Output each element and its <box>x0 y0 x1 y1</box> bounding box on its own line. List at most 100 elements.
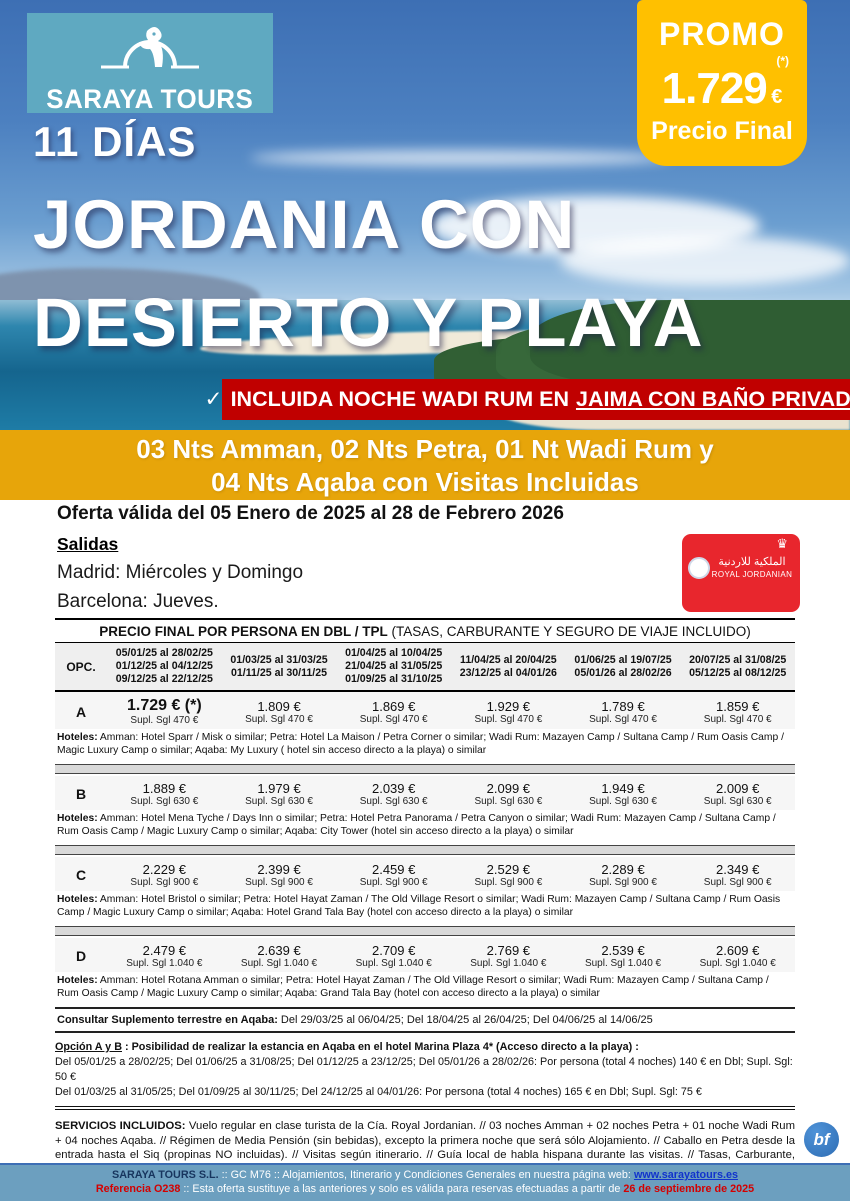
price-value: 2.709 € <box>371 943 416 958</box>
date-column-4: 11/04/25 al 20/04/25 23/12/25 al 04/01/2… <box>459 653 557 679</box>
option-a-hotels: Hoteles: Amman: Hotel Sparr / Misk o sim… <box>57 732 784 756</box>
check-icon: ✓ <box>204 387 223 411</box>
price-value: 2.769 € <box>486 943 531 958</box>
option-letter: C <box>75 867 87 883</box>
price-value: 1.949 € <box>601 781 645 796</box>
footer-line1: SARAYA TOURS S.L. :: GC M76 :: Alojamien… <box>112 1169 738 1181</box>
price-value: 1.729 € (*) <box>126 697 202 714</box>
promo-final-label: Precio Final <box>651 117 793 145</box>
wadi-rum-ribbon: ✓ INCLUIDA NOCHE WADI RUM EN JAIMA CON B… <box>205 379 850 420</box>
saraya-tours-logo: SARAYA TOURS <box>27 13 273 114</box>
opcion-ab-note: Opción A y B : Posibilidad de realizar l… <box>55 1040 795 1100</box>
double-rule <box>55 1106 795 1110</box>
opcion-ab-line2: Del 01/03/25 al 31/05/25; Del 01/09/25 a… <box>55 1086 702 1098</box>
price-table-title: PRECIO FINAL POR PERSONA EN DBL / TPL (T… <box>55 618 795 643</box>
promo-price-badge: PROMO (*) 1.729 € Precio Final <box>637 0 807 166</box>
option-d-prices: D 2.479 € Supl. Sgl 1.040 € 2.639 € Supl. … <box>55 938 795 972</box>
departure-barcelona: Barcelona: Jueves. <box>57 591 219 612</box>
cloud-shape <box>250 150 670 166</box>
promo-asterisk: (*) <box>776 54 789 68</box>
offer-validity: Oferta válida del 05 Enero de 2025 al 28… <box>57 503 564 524</box>
opcion-ab-line1: Del 05/01/25 a 28/02/25; Del 01/06/25 a … <box>55 1056 793 1083</box>
date-column-1: 05/01/25 al 28/02/25 01/12/25 al 04/12/2… <box>115 647 213 685</box>
hero-photo: SARAYA TOURS 11 DÍAS JORDANIA CON DESIER… <box>0 0 850 430</box>
trees-shape <box>530 300 850 386</box>
nights-banner: 03 Nts Amman, 02 Nts Petra, 01 Nt Wadi R… <box>0 430 850 500</box>
airline-name: ROYAL JORDANIAN <box>711 570 793 579</box>
option-b-prices: B 1.889 € Supl. Sgl 630 € 1.979 € Supl. Sg… <box>55 776 795 810</box>
price-table: PRECIO FINAL POR PERSONA EN DBL / TPL (T… <box>55 618 795 1201</box>
option-d-hotels: Hoteles: Amman: Hotel Rotana Amman o sim… <box>57 975 769 999</box>
option-b-hotels: Hoteles: Amman: Hotel Mena Tyche / Days … <box>57 813 776 837</box>
price-value: 2.529 € <box>486 862 531 877</box>
price-table-title-rest: (TASAS, CARBURANTE Y SEGURO DE VIAJE INC… <box>387 624 751 639</box>
aqaba-supplement-note: Consultar Suplemento terrestre en Aqaba:… <box>55 1007 795 1033</box>
date-column-3: 01/04/25 al 10/04/25 21/04/25 al 31/05/2… <box>345 647 443 685</box>
date-column-5: 01/06/25 al 19/07/25 05/01/26 al 28/02/2… <box>574 653 672 679</box>
row-separator <box>55 926 795 936</box>
price-value: 2.539 € <box>601 943 645 958</box>
departures-heading: Salidas <box>57 534 119 554</box>
website-link[interactable]: www.sarayatours.es <box>633 1169 738 1181</box>
trip-title-line1: JORDANIA CON <box>33 186 576 263</box>
price-value: 1.929 € <box>486 698 531 714</box>
departure-madrid: Madrid: Miércoles y Domingo <box>57 562 304 583</box>
price-value: 2.039 € <box>371 781 416 796</box>
price-value: 1.809 € <box>257 698 301 714</box>
footer-line2: Referencia O238 :: Esta oferta sustituye… <box>95 1183 755 1195</box>
price-value: 2.289 € <box>601 862 645 877</box>
bf-logo: bf <box>804 1122 839 1157</box>
row-separator <box>55 764 795 774</box>
option-a-prices: A 1.729 € (*) Supl. Sgl 470 € 1.809 € Supl… <box>55 692 795 729</box>
option-c-prices: C 2.229 € Supl. Sgl 900 € 2.399 € Supl. Sg… <box>55 857 795 891</box>
price-value: 1.869 € <box>371 698 416 714</box>
nights-line1: 03 Nts Amman, 02 Nts Petra, 01 Nt Wadi R… <box>136 434 714 464</box>
cloud-shape <box>560 236 850 286</box>
trip-title-line2: DESIERTO Y PLAYA <box>33 284 704 361</box>
price-value: 2.609 € <box>716 943 760 958</box>
price-value: 1.859 € <box>716 698 760 714</box>
single-supplement: Supl. Sgl 470 € <box>130 715 199 726</box>
ribbon-text: INCLUIDA NOCHE WADI RUM EN <box>230 387 569 411</box>
footer-reference: Referencia O238 <box>95 1183 181 1195</box>
price-value: 2.099 € <box>486 781 531 796</box>
logo-wordmark: SARAYA TOURS <box>46 84 254 114</box>
airline-arabic-name: الملكية للاردنية <box>718 556 786 568</box>
opc-column-header: OPC. <box>66 659 96 674</box>
date-column-6: 20/07/25 al 31/08/25 05/12/25 al 08/12/2… <box>689 653 787 679</box>
promo-currency: € <box>771 86 783 108</box>
trip-duration: 11 DÍAS <box>33 118 197 165</box>
price-value: 2.639 € <box>257 943 301 958</box>
price-value: 2.399 € <box>257 862 301 877</box>
option-letter: D <box>75 948 87 964</box>
footer-bar: SARAYA TOURS S.L. :: GC M76 :: Alojamien… <box>0 1163 850 1201</box>
footer-company: SARAYA TOURS S.L. <box>112 1169 219 1181</box>
option-c-hotels: Hoteles: Amman: Hotel Bristol o similar;… <box>57 894 781 918</box>
promo-price: 1.729 <box>661 64 768 113</box>
price-value: 1.789 € <box>601 698 645 714</box>
date-column-2: 01/03/25 al 31/03/25 01/11/25 al 30/11/2… <box>230 653 328 679</box>
price-table-header: OPC. 05/01/25 al 28/02/25 01/12/25 al 04… <box>55 643 795 692</box>
opcion-ab-heading: Opción A y B <box>55 1041 122 1053</box>
crown-icon: ♛ <box>776 536 788 551</box>
offer-info: Oferta válida del 05 Enero de 2025 al 28… <box>57 503 797 613</box>
row-separator <box>55 845 795 855</box>
price-value: 1.979 € <box>257 781 301 796</box>
falcon-icon <box>95 17 205 84</box>
nights-line2: 04 Nts Aqaba con Visitas Incluidas <box>211 467 639 497</box>
price-value: 2.479 € <box>142 943 187 958</box>
footer-date: 26 de septiembre de 2025 <box>623 1183 755 1195</box>
option-letter: B <box>75 786 87 802</box>
price-value: 2.349 € <box>716 862 760 877</box>
price-table-title-bold: PRECIO FINAL POR PERSONA EN DBL / TPL <box>99 624 388 639</box>
price-value: 2.459 € <box>371 862 416 877</box>
promo-label: PROMO <box>659 16 785 52</box>
option-letter: A <box>75 703 87 720</box>
price-value: 2.229 € <box>142 862 187 877</box>
ribbon-underlined-text: JAIMA CON BAÑO PRIVADO <box>575 387 850 411</box>
royal-jordanian-logo: ♛ الملكية للاردنية ROYAL JORDANIAN <box>682 534 800 612</box>
price-value: 1.889 € <box>142 781 187 796</box>
rj-roundel-icon <box>688 556 710 579</box>
price-value: 2.009 € <box>716 781 760 796</box>
